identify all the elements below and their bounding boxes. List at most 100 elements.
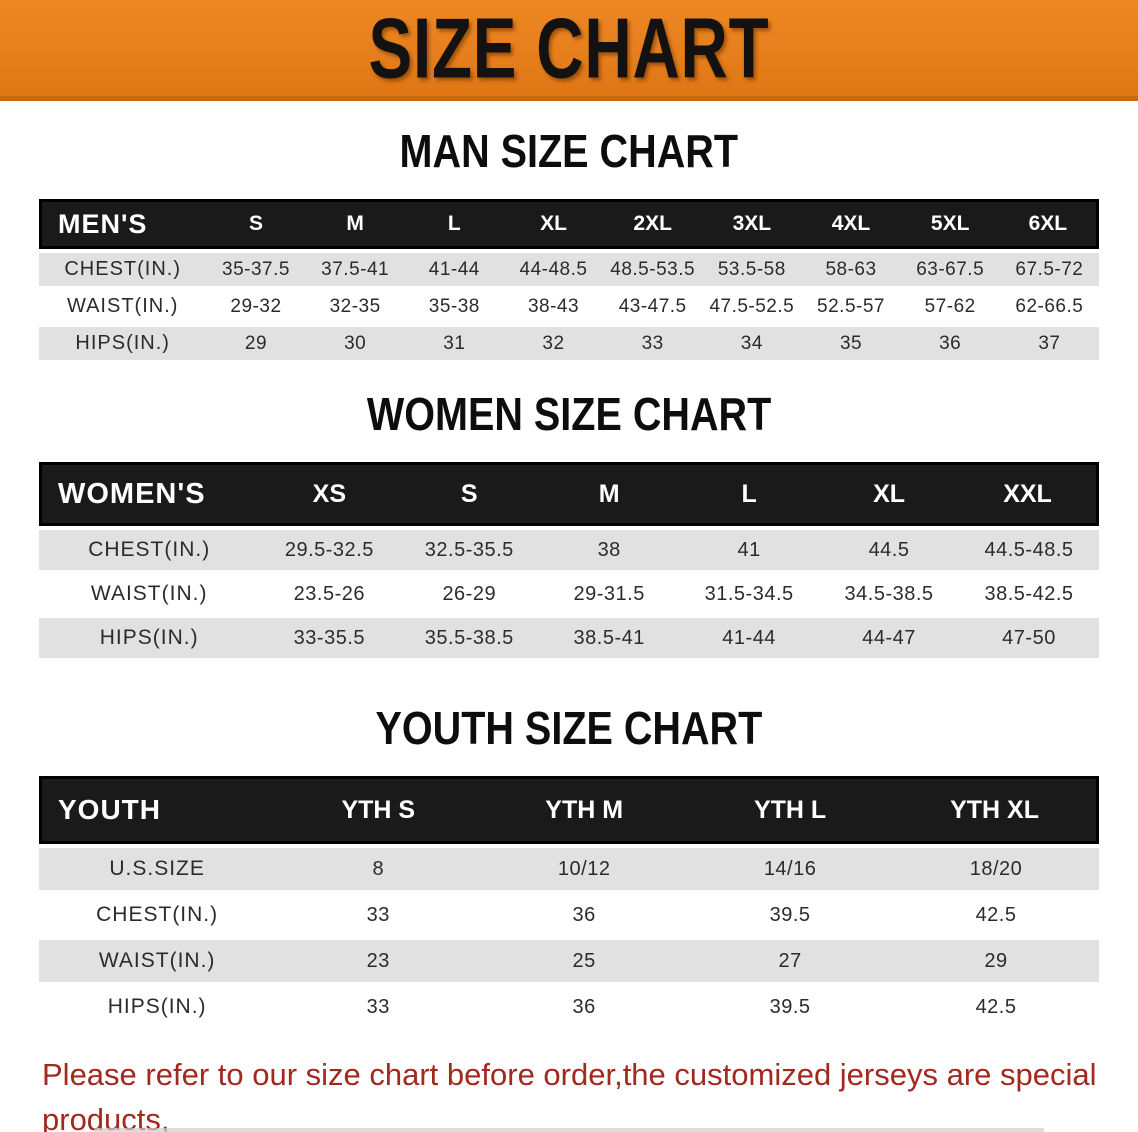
size-value-cell: 39.5	[687, 986, 894, 1028]
men-size-table: MEN'S S M L XL 2XL 3XL 4XL 5XL 6XL CHEST(IN.) 35-37…	[39, 195, 1099, 364]
size-value-cell: 14/16	[687, 848, 894, 890]
size-value-cell: 26-29	[399, 574, 540, 614]
row-label-cell: HIPS(IN.)	[39, 618, 260, 658]
size-value-cell: 63-67.5	[900, 253, 1000, 286]
size-value-cell: 29-32	[206, 290, 306, 323]
banner-title: SIZE CHART	[368, 0, 770, 96]
size-value-cell: 62-66.5	[999, 290, 1099, 323]
table-title-cell: MEN'S	[39, 199, 207, 249]
size-value-cell: 23.5-26	[259, 574, 400, 614]
size-value-cell: 35	[801, 327, 901, 360]
size-header-cell: YTH L	[687, 776, 894, 844]
size-value-cell: 27	[687, 940, 894, 982]
size-value-cell: 52.5-57	[801, 290, 901, 323]
size-value-cell: 31.5-34.5	[679, 574, 820, 614]
size-value-cell: 8	[275, 848, 482, 890]
size-value-cell: 57-62	[900, 290, 1000, 323]
disclaimer-note: Please refer to our size chart before or…	[42, 1052, 1118, 1132]
size-value-cell: 38	[539, 530, 680, 570]
size-value-cell: 44.5-48.5	[959, 530, 1099, 570]
row-label-cell: WAIST(IN.)	[39, 574, 260, 614]
size-row: HIPS(IN.) 33 36 39.5 42.5	[39, 986, 1099, 1028]
size-value-cell: 58-63	[801, 253, 901, 286]
size-value-cell: 38.5-41	[539, 618, 680, 658]
table-title-cell: WOMEN'S	[39, 462, 260, 526]
size-value-cell: 23	[275, 940, 482, 982]
row-label-cell: WAIST(IN.)	[39, 290, 207, 323]
row-label-cell: CHEST(IN.)	[39, 894, 276, 936]
size-value-cell: 29.5-32.5	[259, 530, 400, 570]
size-value-cell: 38.5-42.5	[959, 574, 1099, 614]
size-row: HIPS(IN.) 33-35.5 35.5-38.5 38.5-41 41-44 44-…	[39, 618, 1099, 658]
size-header-cell: L	[679, 462, 820, 526]
size-value-cell: 31	[404, 327, 504, 360]
size-row: WAIST(IN.) 23 25 27 29	[39, 940, 1099, 982]
bottom-edge-artifact	[94, 1128, 1044, 1132]
women-heading-text: WOMEN SIZE CHART	[366, 388, 772, 440]
size-value-cell: 39.5	[687, 894, 894, 936]
size-value-cell: 33	[603, 327, 703, 360]
size-value-cell: 36	[481, 894, 688, 936]
row-label-cell: HIPS(IN.)	[39, 327, 207, 360]
size-value-cell: 18/20	[893, 848, 1099, 890]
size-header-cell: 2XL	[603, 199, 703, 249]
disclaimer-line-1: Please refer to our size chart before or…	[42, 1057, 1097, 1132]
size-header-cell: M	[305, 199, 405, 249]
size-header-cell: 6XL	[999, 199, 1099, 249]
size-value-cell: 32	[503, 327, 604, 360]
table-title-cell: YOUTH	[39, 776, 276, 844]
size-value-cell: 34	[702, 327, 802, 360]
size-row: HIPS(IN.) 29 30 31 32 33 34 35 36 37	[39, 327, 1099, 360]
size-row: U.S.SIZE 8 10/12 14/16 18/20	[39, 848, 1099, 890]
size-header-cell: XXL	[959, 462, 1099, 526]
size-value-cell: 33	[275, 986, 482, 1028]
size-value-cell: 30	[305, 327, 405, 360]
size-value-cell: 44.5	[819, 530, 959, 570]
size-value-cell: 41	[679, 530, 820, 570]
size-value-cell: 10/12	[481, 848, 688, 890]
size-value-cell: 47-50	[959, 618, 1099, 658]
row-label-cell: CHEST(IN.)	[39, 253, 207, 286]
size-value-cell: 67.5-72	[999, 253, 1099, 286]
size-header-cell: M	[539, 462, 680, 526]
table-header-row: YOUTH YTH S YTH M YTH L YTH XL	[39, 776, 1099, 844]
row-label-cell: CHEST(IN.)	[39, 530, 260, 570]
men-heading-text: MAN SIZE CHART	[399, 125, 739, 177]
youth-section-heading: YOUTH SIZE CHART	[0, 702, 1138, 754]
size-header-cell: S	[206, 199, 306, 249]
size-value-cell: 47.5-52.5	[702, 290, 802, 323]
size-header-cell: YTH XL	[893, 776, 1099, 844]
size-value-cell: 36	[900, 327, 1000, 360]
row-label-cell: U.S.SIZE	[39, 848, 276, 890]
size-row: WAIST(IN.) 29-32 32-35 35-38 38-43 43-47.5 47.…	[39, 290, 1099, 323]
banner: SIZE CHART	[0, 0, 1138, 101]
men-section-heading: MAN SIZE CHART	[0, 125, 1138, 177]
size-value-cell: 43-47.5	[603, 290, 703, 323]
size-value-cell: 35-37.5	[206, 253, 306, 286]
size-header-cell: XL	[503, 199, 604, 249]
size-value-cell: 53.5-58	[702, 253, 802, 286]
size-value-cell: 32.5-35.5	[399, 530, 540, 570]
size-value-cell: 48.5-53.5	[603, 253, 703, 286]
size-header-cell: S	[399, 462, 540, 526]
size-row: WAIST(IN.) 23.5-26 26-29 29-31.5 31.5-34.5 34…	[39, 574, 1099, 614]
size-value-cell: 25	[481, 940, 688, 982]
row-label-cell: WAIST(IN.)	[39, 940, 276, 982]
size-header-cell: 5XL	[900, 199, 1000, 249]
women-size-table: WOMEN'S XS S M L XL XXL CHEST(IN.) 29.5-32.5 32.5…	[39, 458, 1099, 662]
size-row: CHEST(IN.) 33 36 39.5 42.5	[39, 894, 1099, 936]
size-value-cell: 29-31.5	[539, 574, 680, 614]
table-header-row: WOMEN'S XS S M L XL XXL	[39, 462, 1099, 526]
row-label-cell: HIPS(IN.)	[39, 986, 276, 1028]
size-value-cell: 42.5	[893, 986, 1099, 1028]
size-row: CHEST(IN.) 35-37.5 37.5-41 41-44 44-48.5 48.5…	[39, 253, 1099, 286]
size-value-cell: 35-38	[404, 290, 504, 323]
size-value-cell: 38-43	[503, 290, 604, 323]
size-value-cell: 41-44	[404, 253, 504, 286]
size-value-cell: 34.5-38.5	[819, 574, 959, 614]
size-header-cell: 3XL	[702, 199, 802, 249]
size-value-cell: 35.5-38.5	[399, 618, 540, 658]
size-value-cell: 33-35.5	[259, 618, 400, 658]
table-header-row: MEN'S S M L XL 2XL 3XL 4XL 5XL 6XL	[39, 199, 1099, 249]
